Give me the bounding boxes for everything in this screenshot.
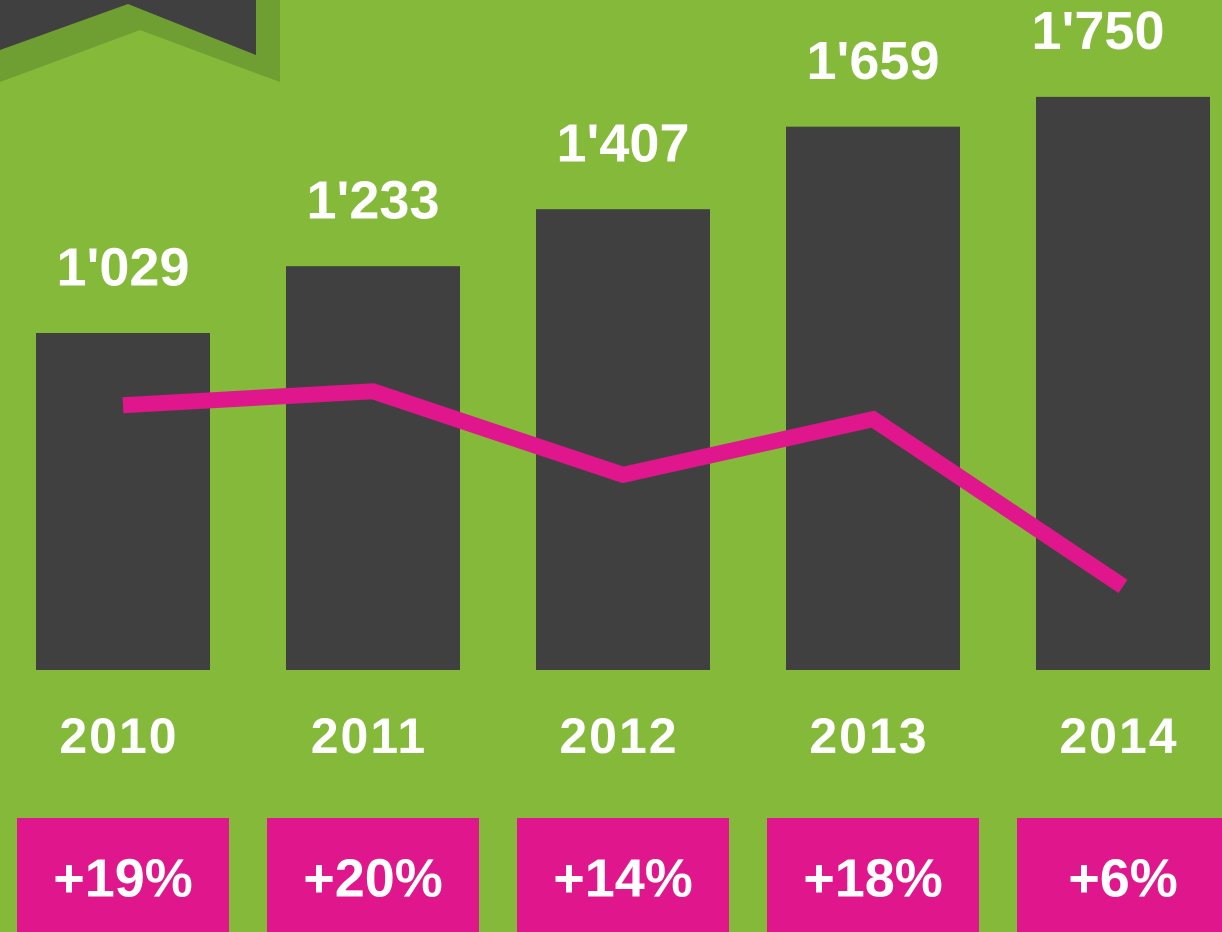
growth-label: +18%	[803, 848, 943, 908]
x-tick-label: 2010	[59, 708, 178, 764]
x-tick-label: 2013	[809, 708, 928, 764]
growth-box	[1017, 818, 1222, 932]
bar-value-label: 1'659	[807, 31, 940, 91]
growth-line	[122, 383, 1128, 594]
bar	[36, 333, 210, 670]
x-tick-label: 2012	[559, 708, 678, 764]
x-tick-label: 2014	[1059, 708, 1178, 764]
bar-value-label: 1'029	[57, 237, 190, 297]
growth-label: +14%	[553, 848, 693, 908]
bar	[786, 126, 960, 671]
growth-label: +6%	[1068, 848, 1178, 908]
growth-box	[767, 818, 979, 932]
bar-value-label: 1'750	[1032, 1, 1165, 61]
bar-value-label: 1'407	[557, 113, 690, 173]
growth-box	[267, 818, 479, 932]
growth-box	[17, 818, 229, 932]
growth-label: +20%	[303, 848, 443, 908]
bar-value-label: 1'233	[307, 170, 440, 230]
growth-box	[517, 818, 729, 932]
bar	[1036, 96, 1210, 670]
x-tick-label: 2011	[311, 708, 427, 764]
bar	[286, 266, 460, 670]
bar	[536, 209, 710, 670]
banner	[0, 0, 256, 55]
growth-label: +19%	[53, 848, 193, 908]
